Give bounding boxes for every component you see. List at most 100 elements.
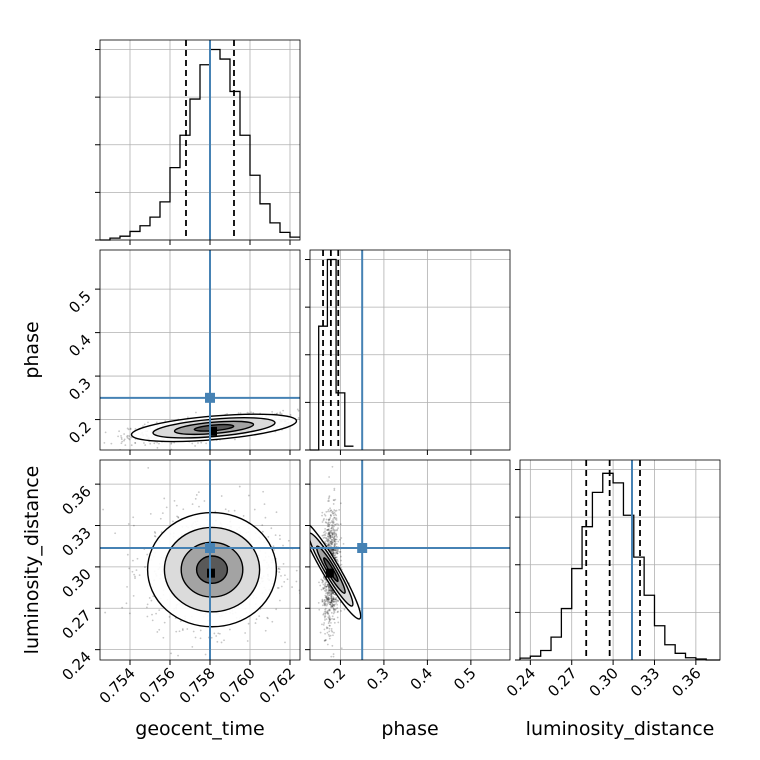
- scatter-point: [332, 551, 335, 554]
- scatter-point: [155, 421, 158, 424]
- scatter-point: [332, 553, 335, 556]
- scatter-point: [317, 601, 320, 604]
- scatter-point: [328, 594, 331, 597]
- scatter-point: [324, 532, 327, 535]
- scatter-point: [328, 531, 330, 534]
- scatter-point: [218, 632, 221, 635]
- scatter-point: [333, 509, 336, 511]
- scatter-point: [338, 551, 341, 553]
- scatter-point: [330, 655, 333, 658]
- scatter-point: [146, 553, 149, 556]
- scatter-point: [178, 630, 181, 633]
- scatter-point: [334, 513, 337, 516]
- scatter-point: [182, 508, 185, 511]
- scatter-point: [327, 584, 329, 587]
- scatter-point: [328, 518, 330, 521]
- scatter-point: [324, 540, 327, 543]
- scatter-point: [331, 605, 334, 607]
- scatter-point: [339, 564, 341, 567]
- scatter-point: [329, 618, 332, 621]
- scatter-point: [334, 554, 336, 557]
- scatter-point: [153, 531, 156, 533]
- scatter-point: [328, 533, 330, 536]
- scatter-point: [204, 653, 207, 656]
- scatter-point: [215, 635, 218, 637]
- scatter-point: [331, 521, 334, 524]
- scatter-point: [326, 643, 329, 646]
- scatter-point: [163, 621, 166, 624]
- scatter-point: [327, 533, 329, 536]
- scatter-point: [333, 543, 336, 546]
- scatter-point: [328, 618, 331, 621]
- scatter-point: [276, 412, 279, 415]
- scatter-point: [250, 411, 252, 414]
- scatter-point: [326, 591, 329, 594]
- scatter-phase-vs-luminosity-distance-frame: [309, 459, 511, 661]
- scatter-point: [247, 494, 250, 497]
- scatter-point: [246, 640, 249, 642]
- scatter-point: [327, 633, 330, 636]
- scatter-point: [335, 509, 338, 512]
- scatter-point: [333, 540, 336, 543]
- scatter-point: [333, 531, 336, 534]
- scatter-point: [330, 549, 333, 552]
- scatter-point: [331, 605, 334, 608]
- scatter-point: [181, 628, 184, 630]
- scatter-point: [324, 615, 327, 618]
- scatter-point: [336, 558, 339, 561]
- scatter-point: [319, 584, 322, 587]
- scatter-point: [132, 524, 135, 527]
- scatter-point: [336, 523, 338, 525]
- scatter-point: [332, 529, 335, 532]
- scatter-point: [279, 599, 281, 602]
- scatter-point: [277, 567, 280, 570]
- scatter-point: [322, 519, 325, 522]
- scatter-point: [334, 609, 337, 612]
- scatter-point: [338, 509, 341, 511]
- scatter-point: [329, 537, 332, 539]
- scatter-point: [325, 585, 328, 588]
- scatter-point: [175, 630, 178, 633]
- scatter-point: [330, 611, 333, 614]
- scatter-point: [296, 408, 299, 411]
- scatter-point: [328, 627, 331, 630]
- scatter-point: [328, 592, 331, 595]
- scatter-point: [158, 609, 161, 612]
- scatter-point: [136, 557, 139, 560]
- scatter-point: [329, 589, 331, 592]
- scatter-point: [327, 540, 329, 543]
- scatter-point: [334, 549, 337, 552]
- scatter-point: [331, 531, 334, 534]
- scatter-point: [330, 605, 333, 608]
- scatter-point: [332, 518, 334, 521]
- scatter-point: [325, 626, 328, 629]
- scatter-point: [332, 597, 335, 600]
- scatter-point: [333, 535, 336, 538]
- density-peak: [325, 568, 334, 578]
- scatter-point: [332, 512, 335, 515]
- scatter-point: [327, 598, 329, 601]
- scatter-point: [323, 536, 326, 539]
- scatter-point: [168, 616, 171, 618]
- scatter-point: [337, 560, 339, 563]
- scatter-point: [324, 612, 327, 615]
- scatter-point: [331, 599, 333, 602]
- scatter-point: [154, 535, 157, 538]
- scatter-point: [332, 532, 334, 535]
- scatter-point: [330, 597, 332, 600]
- scatter-point: [279, 411, 282, 414]
- scatter-point: [114, 532, 117, 535]
- hist-phase-step-line: [310, 258, 354, 451]
- scatter-point: [324, 613, 327, 616]
- scatter-point: [326, 540, 328, 542]
- scatter-point: [327, 609, 330, 612]
- hist-luminosity-distance-step-line: [519, 472, 720, 661]
- scatter-point: [332, 551, 335, 554]
- scatter-point: [258, 615, 261, 618]
- scatter-point: [210, 636, 213, 639]
- scatter-point: [329, 540, 332, 543]
- scatter-point: [284, 641, 286, 644]
- scatter-point: [195, 494, 198, 496]
- scatter-point: [324, 639, 327, 642]
- scatter-point: [237, 412, 240, 415]
